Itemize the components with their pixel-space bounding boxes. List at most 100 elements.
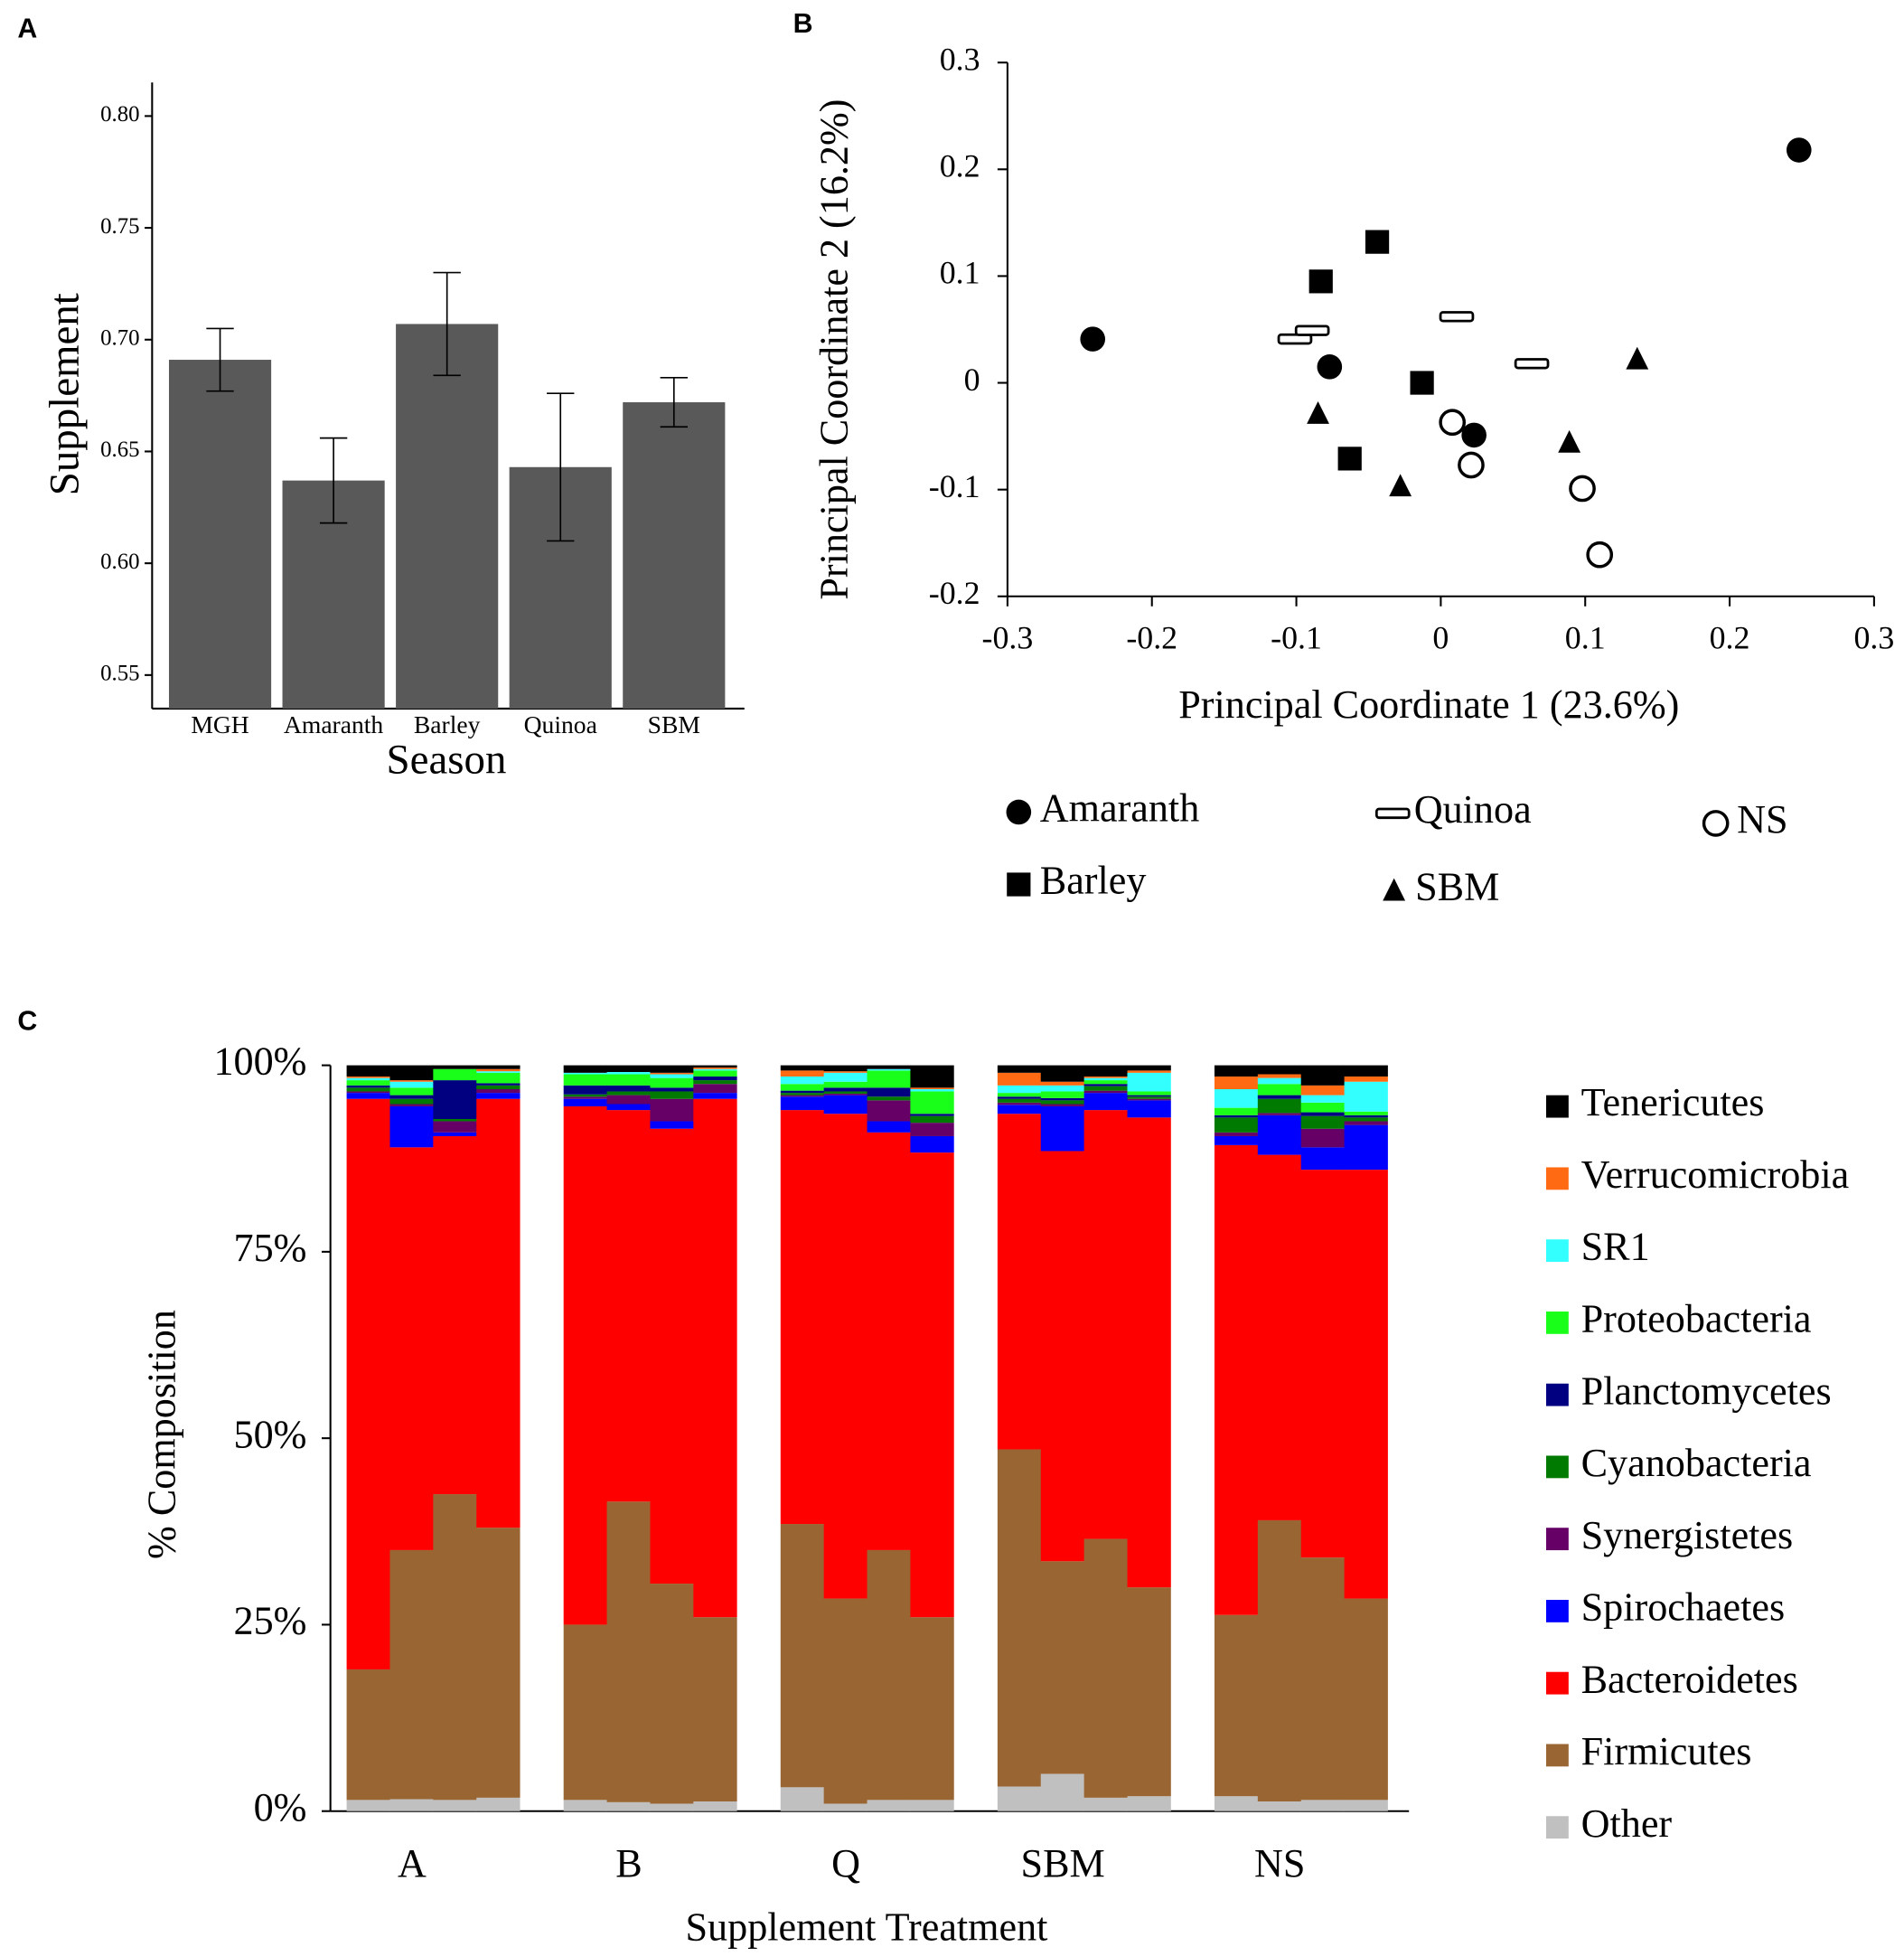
bar-segment bbox=[910, 1617, 954, 1801]
bar-segment bbox=[1040, 1561, 1085, 1774]
point bbox=[1389, 474, 1412, 497]
x-tick-label: -0.3 bbox=[982, 620, 1034, 656]
legend-label: SR1 bbox=[1581, 1225, 1650, 1269]
bar-segment bbox=[1040, 1104, 1085, 1106]
bar-segment bbox=[867, 1549, 911, 1801]
point bbox=[1586, 541, 1614, 569]
bar-segment bbox=[606, 1091, 651, 1096]
bar-segment bbox=[867, 1800, 911, 1811]
bar-segment bbox=[476, 1528, 521, 1798]
bar-segment bbox=[1344, 1114, 1388, 1118]
point bbox=[1365, 230, 1390, 254]
bar-segment bbox=[1214, 1076, 1259, 1089]
bar-segment bbox=[606, 1104, 651, 1111]
bar-segment bbox=[1214, 1107, 1259, 1115]
y-tick-label: 25% bbox=[234, 1599, 307, 1643]
bar-segment bbox=[1257, 1074, 1302, 1078]
bar-segment bbox=[693, 1617, 737, 1801]
bar-segment bbox=[433, 1132, 477, 1136]
legend-label: NS bbox=[1737, 797, 1787, 842]
bar-segment bbox=[1257, 1077, 1302, 1085]
y-tick-label: 100% bbox=[213, 1039, 306, 1084]
legend-swatch bbox=[1545, 1599, 1569, 1622]
y-tick-label: 0.55 bbox=[100, 662, 139, 686]
legend-label: Verrucomicrobia bbox=[1581, 1152, 1850, 1197]
bar-segment bbox=[1083, 1077, 1128, 1081]
legend-label: Barley bbox=[1040, 859, 1147, 903]
point bbox=[1461, 422, 1487, 448]
bar-segment bbox=[1257, 1098, 1302, 1114]
legend-swatch bbox=[1545, 1311, 1569, 1334]
bar-segment bbox=[563, 1098, 607, 1106]
x-tick-label: 0.2 bbox=[1710, 620, 1750, 656]
bar-segment bbox=[780, 1093, 825, 1096]
bar-segment bbox=[1127, 1072, 1171, 1092]
bar-segment bbox=[1344, 1124, 1388, 1171]
bar-segment bbox=[606, 1065, 651, 1073]
y-tick-label: 0.60 bbox=[100, 550, 139, 574]
bar-segment bbox=[867, 1087, 911, 1097]
x-axis-label: Principal Coordinate 1 (23.6%) bbox=[1178, 682, 1679, 727]
y-tick-label: 0 bbox=[964, 362, 980, 398]
bar-segment bbox=[389, 1095, 434, 1099]
bar-segment bbox=[346, 1091, 390, 1094]
bar-segment bbox=[389, 1147, 434, 1550]
bar-segment bbox=[693, 1070, 737, 1077]
bar-segment bbox=[1127, 1796, 1171, 1811]
bar-segment bbox=[346, 1669, 390, 1801]
bar-segment bbox=[389, 1087, 434, 1096]
bar-segment bbox=[433, 1068, 477, 1081]
legend-label: Firmicutes bbox=[1581, 1729, 1752, 1773]
bar-segment bbox=[1300, 1147, 1346, 1171]
bar-segment bbox=[476, 1065, 521, 1069]
bar-segment bbox=[867, 1132, 911, 1550]
bar-segment bbox=[1344, 1800, 1388, 1811]
bar-segment bbox=[867, 1121, 911, 1133]
legend-label: Quinoa bbox=[1414, 787, 1532, 832]
bar-segment bbox=[1040, 1151, 1085, 1562]
bar-segment bbox=[780, 1084, 825, 1091]
bar-segment bbox=[1127, 1117, 1171, 1588]
bar-segment bbox=[563, 1096, 607, 1099]
x-tick-label: -0.2 bbox=[1126, 620, 1177, 656]
y-tick-label: 0.70 bbox=[100, 325, 139, 350]
bar-segment bbox=[867, 1100, 911, 1122]
bar-segment bbox=[346, 1080, 390, 1086]
bar-segment bbox=[1300, 1112, 1346, 1116]
bar-segment bbox=[867, 1096, 911, 1101]
bar-segment bbox=[1083, 1090, 1128, 1094]
x-tick-label: NS bbox=[1254, 1841, 1305, 1885]
bar-segment bbox=[606, 1501, 651, 1802]
bar-segment bbox=[1127, 1100, 1171, 1118]
bar-segment bbox=[780, 1090, 825, 1094]
bar-segment bbox=[910, 1115, 954, 1124]
bar-segment bbox=[1257, 1519, 1302, 1801]
bar-segment bbox=[823, 1072, 868, 1082]
bar-segment bbox=[650, 1584, 694, 1804]
bar-segment bbox=[780, 1065, 825, 1071]
bar-segment bbox=[997, 1098, 1042, 1103]
y-tick-label: 0.2 bbox=[940, 148, 980, 184]
bar-segment bbox=[780, 1076, 825, 1085]
bar-segment bbox=[563, 1800, 607, 1811]
bar-segment bbox=[823, 1065, 868, 1072]
bar-segment bbox=[563, 1085, 607, 1095]
legend-swatch bbox=[1545, 1455, 1569, 1479]
bar-segment bbox=[1127, 1095, 1171, 1097]
point bbox=[1294, 324, 1330, 336]
bar-segment bbox=[693, 1093, 737, 1099]
legend-swatch bbox=[1545, 1671, 1569, 1695]
legend-swatch bbox=[1545, 1816, 1569, 1839]
bar-segment bbox=[1083, 1084, 1128, 1086]
bar-segment bbox=[1083, 1065, 1128, 1077]
bar-segment bbox=[563, 1074, 607, 1086]
legend-marker bbox=[1006, 799, 1032, 825]
y-tick-label: 0% bbox=[254, 1785, 307, 1829]
x-tick-label: SBM bbox=[648, 710, 700, 738]
bar-segment bbox=[1214, 1117, 1259, 1133]
bar-segment bbox=[910, 1123, 954, 1136]
bar bbox=[168, 360, 272, 709]
bar bbox=[396, 324, 499, 709]
bar-segment bbox=[476, 1797, 521, 1811]
point bbox=[1080, 326, 1106, 352]
